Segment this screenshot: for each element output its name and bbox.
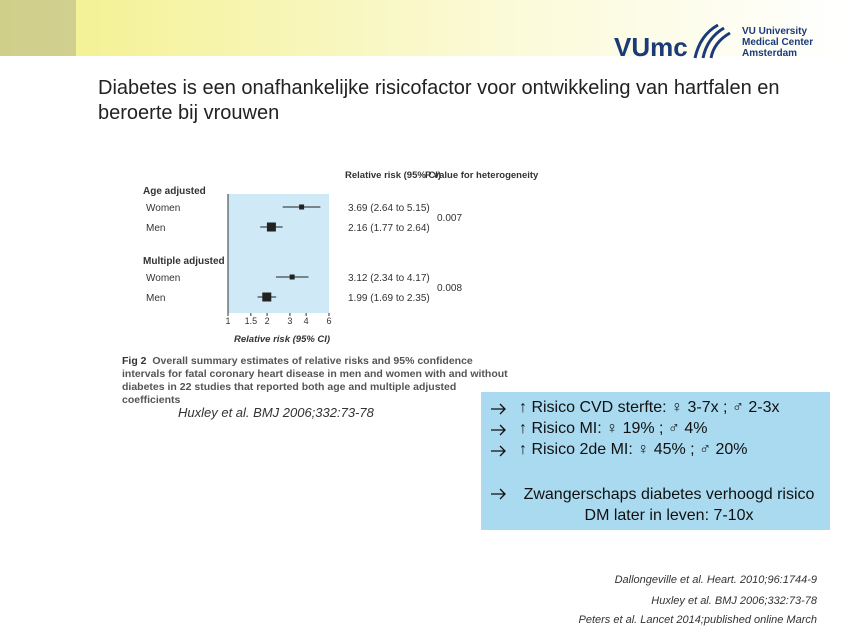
point-estimate: [266, 222, 276, 232]
citation: Huxley et al. BMJ 2006;332:73-78: [178, 405, 374, 420]
point-estimate: [262, 292, 272, 302]
fig-label: Fig 2: [122, 355, 147, 367]
group-label: Multiple adjusted: [143, 256, 225, 267]
x-axis-label: Relative risk (95% CI): [234, 334, 330, 345]
reference: Peters et al. Lancet 2014;published onli…: [578, 614, 818, 626]
estimate-text: 1.99 (1.69 to 2.35): [348, 293, 430, 304]
row-label: Women: [146, 273, 180, 284]
bullet-box: ↑ Risico CVD sterfte: ♀ 3-7x ; ♂ 2-3x ↑ …: [481, 392, 830, 530]
institution: Medical Center: [742, 37, 813, 48]
bullet: ↑ Risico MI: ♀ 19% ; ♂ 4%: [519, 420, 708, 437]
row-label: Women: [146, 203, 180, 214]
header-corner: [0, 0, 76, 56]
column-header: Relative risk (95% CI): [345, 170, 441, 181]
x-tick-label: 3: [287, 316, 292, 326]
institution: Amsterdam: [742, 48, 797, 59]
forest-plot: Relative risk (95% CI)P value for hetero…: [143, 170, 539, 345]
bullet: ↑ Risico 2de MI: ♀ 45% ; ♂ 20%: [519, 441, 748, 458]
x-tick-label: 6: [326, 316, 331, 326]
caption-text: Overall summary estimates of relative ri…: [122, 355, 508, 406]
row-label: Men: [146, 223, 165, 234]
slide-title: Diabetes is een onafhankelijke risicofac…: [98, 77, 780, 124]
plot-area: [228, 194, 329, 313]
estimate-text: 3.12 (2.34 to 4.17): [348, 273, 430, 284]
row-label: Men: [146, 293, 165, 304]
column-header: P value for heterogeneity: [425, 170, 539, 181]
point-estimate: [289, 274, 295, 280]
logo-swirl: [693, 23, 731, 59]
bullet: Zwangerschaps diabetes verhoogd risico D…: [523, 486, 815, 524]
logo-text: VUmc: [614, 32, 688, 62]
reference: Dallongeville et al. Heart. 2010;96:1744…: [614, 574, 817, 586]
p-value: 0.007: [437, 213, 462, 224]
figure-caption: Fig 2 Overall summary estimates of relat…: [122, 355, 517, 407]
point-estimate: [299, 204, 305, 210]
group-label: Age adjusted: [143, 186, 206, 197]
x-tick-label: 2: [265, 316, 270, 326]
estimate-text: 3.69 (2.64 to 5.15): [348, 203, 430, 214]
arrows: [491, 403, 506, 500]
x-tick-label: 4: [304, 316, 309, 326]
x-tick-label: 1: [225, 316, 230, 326]
estimate-text: 2.16 (1.77 to 2.64): [348, 223, 430, 234]
p-value: 0.008: [437, 283, 462, 294]
institution: VU University: [742, 26, 807, 37]
x-tick-label: 1.5: [245, 316, 258, 326]
bullet: ↑ Risico CVD sterfte: ♀ 3-7x ; ♂ 2-3x: [519, 399, 780, 416]
reference: Huxley et al. BMJ 2006;332:73-78: [651, 595, 817, 607]
